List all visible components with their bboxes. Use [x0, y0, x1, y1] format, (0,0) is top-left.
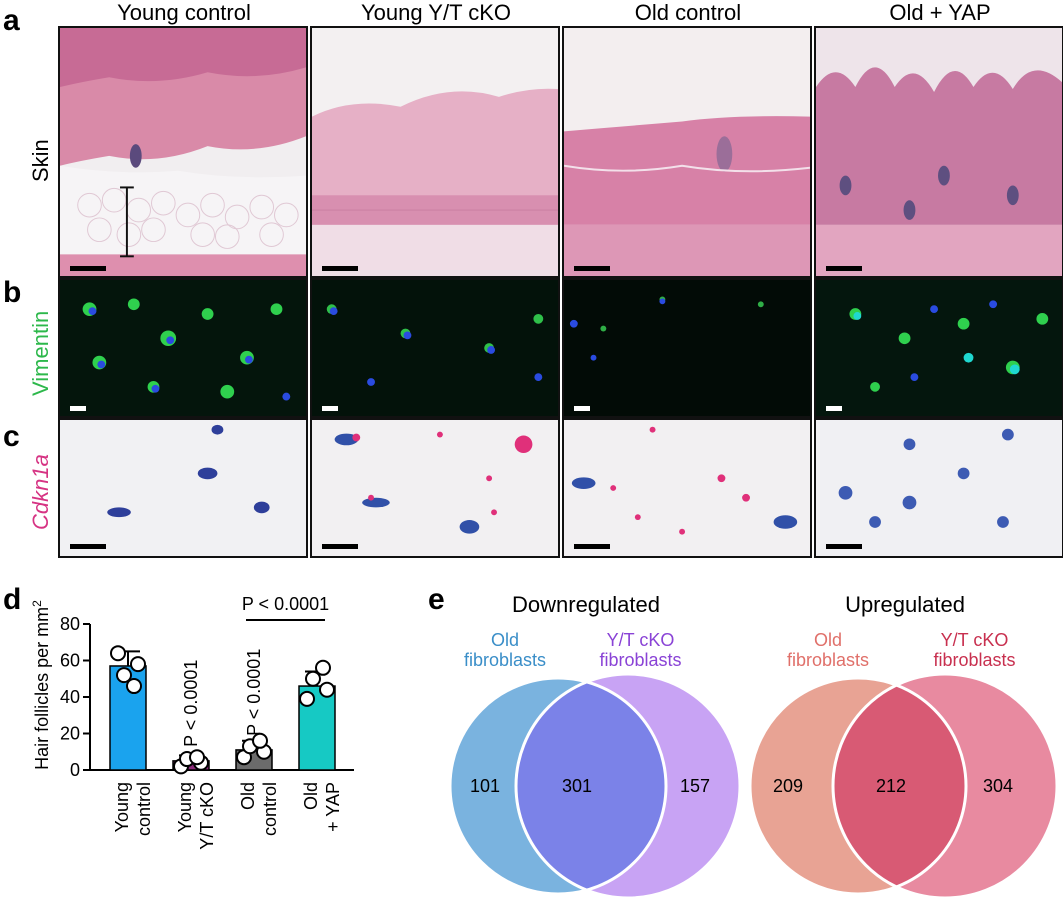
p-value-annotation: P < 0.0001 [244, 649, 264, 736]
venn-up-left-count: 209 [773, 776, 803, 796]
y-axis-label-superscript: 2 [30, 600, 44, 607]
row-label-cdkn1a: Cdkn1a [28, 454, 53, 530]
vimentin-image-young-control [58, 278, 308, 418]
venn-up-overlap [833, 678, 966, 894]
category-label: Old control [238, 782, 280, 836]
row-label-vimentin: Vimentin [28, 310, 53, 396]
scale-bar [70, 266, 106, 271]
y-axis-label-text: Hair follicles per mm [32, 607, 52, 770]
scale-bar [574, 544, 610, 549]
venn-up-overlap-count: 212 [876, 776, 906, 796]
set-label-line: Y/T cKO [940, 630, 1009, 650]
vimentin-image-old-control [562, 278, 812, 418]
venn-down-left-set-label: Old fibroblasts [450, 630, 560, 670]
venn-down-left-count: 101 [470, 776, 500, 796]
set-label-line: fibroblasts [786, 650, 870, 670]
row-label-skin: Skin [28, 139, 53, 182]
venn-title-downregulated: Downregulated [512, 592, 660, 617]
cdkn1a-image-old-yap [814, 418, 1063, 558]
panel-d-letter: d [3, 583, 22, 616]
scale-bar [322, 406, 338, 411]
category-label-line: + YAP [323, 782, 343, 832]
set-label-line: fibroblasts [933, 650, 1016, 670]
cdkn1a-image-young-control [58, 418, 308, 558]
p-value-annotation: P < 0.0001 [181, 660, 201, 747]
panel-e-letter: e [428, 583, 445, 616]
scale-bar [70, 544, 106, 549]
set-label-line: Old [490, 630, 519, 650]
column-title-young-control: Young control [117, 0, 251, 25]
scale-bar [826, 406, 842, 411]
vimentin-image-young-ytcko [310, 278, 560, 418]
data-point [315, 659, 331, 676]
data-point [126, 678, 142, 695]
vimentin-image-old-yap [814, 278, 1063, 418]
cdkn1a-image-old-control [562, 418, 812, 558]
y-axis-label: Hair follicles per mm2 [30, 600, 52, 770]
venn-title-upregulated: Upregulated [845, 592, 965, 617]
data-point [130, 656, 146, 673]
cdkn1a-image-young-ytcko [310, 418, 560, 558]
set-label-line: fibroblasts [599, 650, 682, 670]
y-tick-label: 0 [70, 760, 80, 780]
category-label-line: control [260, 782, 280, 836]
panel-a-letter: a [3, 4, 20, 37]
category-label: Old + YAP [301, 782, 343, 832]
scale-bar [322, 544, 358, 549]
column-title-old-control: Old control [634, 0, 742, 25]
scale-bar [574, 266, 610, 271]
set-label-line: Old [813, 630, 842, 650]
data-point [110, 645, 126, 662]
venn-down-right-set-label: Y/T cKO fibroblasts [583, 630, 698, 670]
column-title-young-ytcko: Young Y/T cKO [360, 0, 512, 25]
panel-c-letter: c [3, 420, 20, 453]
y-tick-label: 40 [60, 687, 80, 707]
data-point [319, 681, 335, 698]
data-point [189, 749, 205, 766]
category-label: Young Y/T cKO [175, 782, 217, 850]
venn-down-overlap-count: 301 [562, 776, 592, 796]
significance-bracket-label: P < 0.0001 [242, 594, 329, 614]
set-label-line: fibroblasts [463, 650, 547, 670]
venn-up-right-set-label: Y/T cKO fibroblasts [917, 630, 1032, 670]
skin-image-old-yap [814, 26, 1063, 278]
data-point [252, 732, 268, 749]
category-label-line: Young [112, 782, 132, 832]
set-label-line: Y/T cKO [606, 630, 675, 650]
skin-image-old-control [562, 26, 812, 278]
category-label-line: Y/T cKO [197, 782, 217, 850]
scale-bar [574, 406, 590, 411]
category-label-line: control [134, 782, 154, 836]
data-point [305, 670, 321, 687]
category-label-line: Old [301, 782, 321, 810]
y-tick-label: 80 [60, 614, 80, 634]
category-label-line: Old [238, 782, 258, 810]
venn-down-right-count: 157 [680, 776, 710, 796]
scale-bar [826, 266, 862, 271]
y-tick-label: 20 [60, 724, 80, 744]
column-title-old-yap: Old + YAP [889, 0, 991, 25]
scale-bar [826, 544, 862, 549]
category-label-line: Young [175, 782, 195, 832]
skin-image-young-ytcko [310, 26, 560, 278]
venn-up-left-set-label: Old fibroblasts [773, 630, 883, 670]
venn-diagrams: 101 301 157 209 212 304 [448, 672, 1059, 900]
scale-bar [70, 406, 86, 411]
category-label: Young control [112, 782, 154, 836]
panel-b-letter: b [3, 276, 22, 309]
y-tick-label: 60 [60, 651, 80, 671]
data-point [299, 690, 315, 707]
skin-image-young-control [58, 26, 308, 278]
venn-down-overlap [516, 678, 666, 894]
venn-up-right-count: 304 [983, 776, 1013, 796]
scale-bar [322, 266, 358, 271]
data-point [116, 667, 132, 684]
